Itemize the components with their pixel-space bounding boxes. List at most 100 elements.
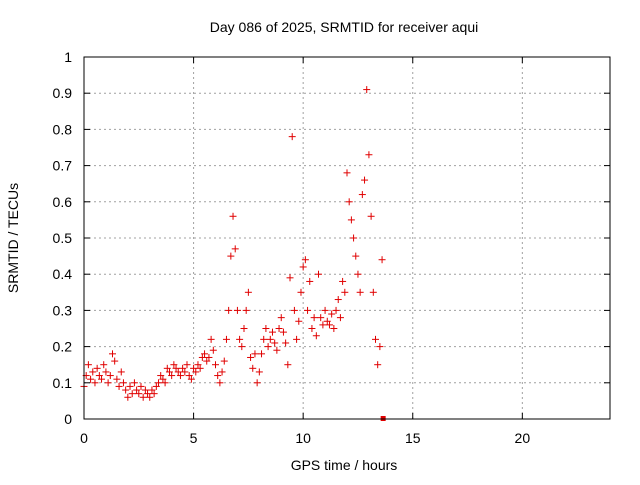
data-point xyxy=(194,361,202,369)
data-point xyxy=(244,288,252,296)
data-point xyxy=(113,375,121,383)
data-point xyxy=(321,306,329,314)
data-point xyxy=(247,353,255,361)
data-point xyxy=(284,361,292,369)
y-axis-label: SRMTID / TECUs xyxy=(5,183,21,293)
data-point xyxy=(126,382,134,390)
data-points xyxy=(80,86,386,421)
data-point xyxy=(220,357,228,365)
data-point xyxy=(378,256,386,264)
data-point xyxy=(179,364,187,372)
data-point xyxy=(365,151,373,159)
data-point xyxy=(155,379,163,387)
data-point xyxy=(328,310,336,318)
data-point xyxy=(104,379,112,387)
data-point xyxy=(350,234,358,242)
data-point xyxy=(214,372,222,380)
data-point xyxy=(356,288,364,296)
data-point xyxy=(183,361,191,369)
data-point xyxy=(212,361,219,369)
y-tick-label: 0.2 xyxy=(53,339,73,355)
data-point xyxy=(264,343,272,351)
data-point xyxy=(108,350,116,358)
data-point xyxy=(225,306,233,314)
data-point xyxy=(89,368,97,376)
data-point xyxy=(268,328,276,336)
x-tick-label: 10 xyxy=(295,430,311,446)
data-point xyxy=(282,339,290,347)
x-tick-label: 0 xyxy=(80,430,88,446)
data-point xyxy=(306,277,314,285)
data-point xyxy=(84,361,92,369)
data-point xyxy=(273,346,281,354)
x-tick-label: 20 xyxy=(515,430,531,446)
data-point xyxy=(277,314,285,322)
y-tick-label: 0 xyxy=(64,411,72,427)
chart-title: Day 086 of 2025, SRMTID for receiver aqu… xyxy=(210,19,478,35)
data-point xyxy=(301,256,309,264)
data-point xyxy=(98,375,106,383)
data-point xyxy=(231,245,239,253)
data-point xyxy=(275,325,283,332)
data-point xyxy=(172,364,180,372)
data-point xyxy=(258,350,266,358)
data-point xyxy=(174,368,182,376)
data-point xyxy=(170,361,178,369)
data-point xyxy=(325,321,333,329)
y-tick-label: 0.4 xyxy=(53,266,73,282)
data-point xyxy=(319,321,327,329)
data-point xyxy=(150,390,158,398)
data-point xyxy=(312,332,320,340)
data-point xyxy=(343,169,351,177)
data-point xyxy=(240,325,248,332)
data-point xyxy=(358,191,366,199)
data-point xyxy=(238,343,246,351)
data-point xyxy=(374,361,382,369)
data-point xyxy=(304,306,312,314)
y-tick-label: 0.8 xyxy=(53,121,73,137)
grid xyxy=(84,57,610,419)
data-point xyxy=(229,212,237,220)
data-point xyxy=(290,306,298,314)
data-point xyxy=(227,252,235,260)
data-point xyxy=(115,382,123,390)
data-point xyxy=(144,390,152,398)
data-point xyxy=(354,270,362,278)
data-point xyxy=(293,335,301,343)
y-tick-label: 0.7 xyxy=(53,158,73,174)
data-point xyxy=(95,372,103,380)
data-point xyxy=(367,212,375,220)
data-point xyxy=(253,379,261,387)
data-point xyxy=(310,314,318,322)
data-point xyxy=(117,368,125,376)
data-point xyxy=(295,317,303,325)
data-point xyxy=(334,296,342,304)
data-point xyxy=(119,379,127,387)
data-point xyxy=(106,372,114,380)
data-point xyxy=(196,364,204,372)
data-point xyxy=(176,372,184,380)
data-point xyxy=(102,368,110,376)
y-tick-label: 0.9 xyxy=(53,85,73,101)
data-point xyxy=(93,364,101,372)
data-point xyxy=(361,176,369,184)
data-point xyxy=(137,382,145,390)
data-point xyxy=(161,379,169,387)
data-point xyxy=(323,317,331,325)
data-point xyxy=(299,263,307,271)
data-point xyxy=(148,386,156,394)
data-point xyxy=(347,216,355,224)
data-point xyxy=(308,325,316,332)
data-point xyxy=(209,346,217,354)
data-point xyxy=(376,343,384,351)
y-tick-label: 0.3 xyxy=(53,302,73,318)
data-point xyxy=(336,314,344,322)
y-tick-label: 0.6 xyxy=(53,194,73,210)
data-point xyxy=(133,386,141,394)
x-tick-label: 15 xyxy=(405,430,421,446)
data-point xyxy=(141,386,149,394)
data-point xyxy=(205,353,213,361)
axis-ticks: 00.10.20.30.40.50.60.70.80.910 5 10 15 20 xyxy=(53,49,610,446)
data-point xyxy=(330,325,338,332)
